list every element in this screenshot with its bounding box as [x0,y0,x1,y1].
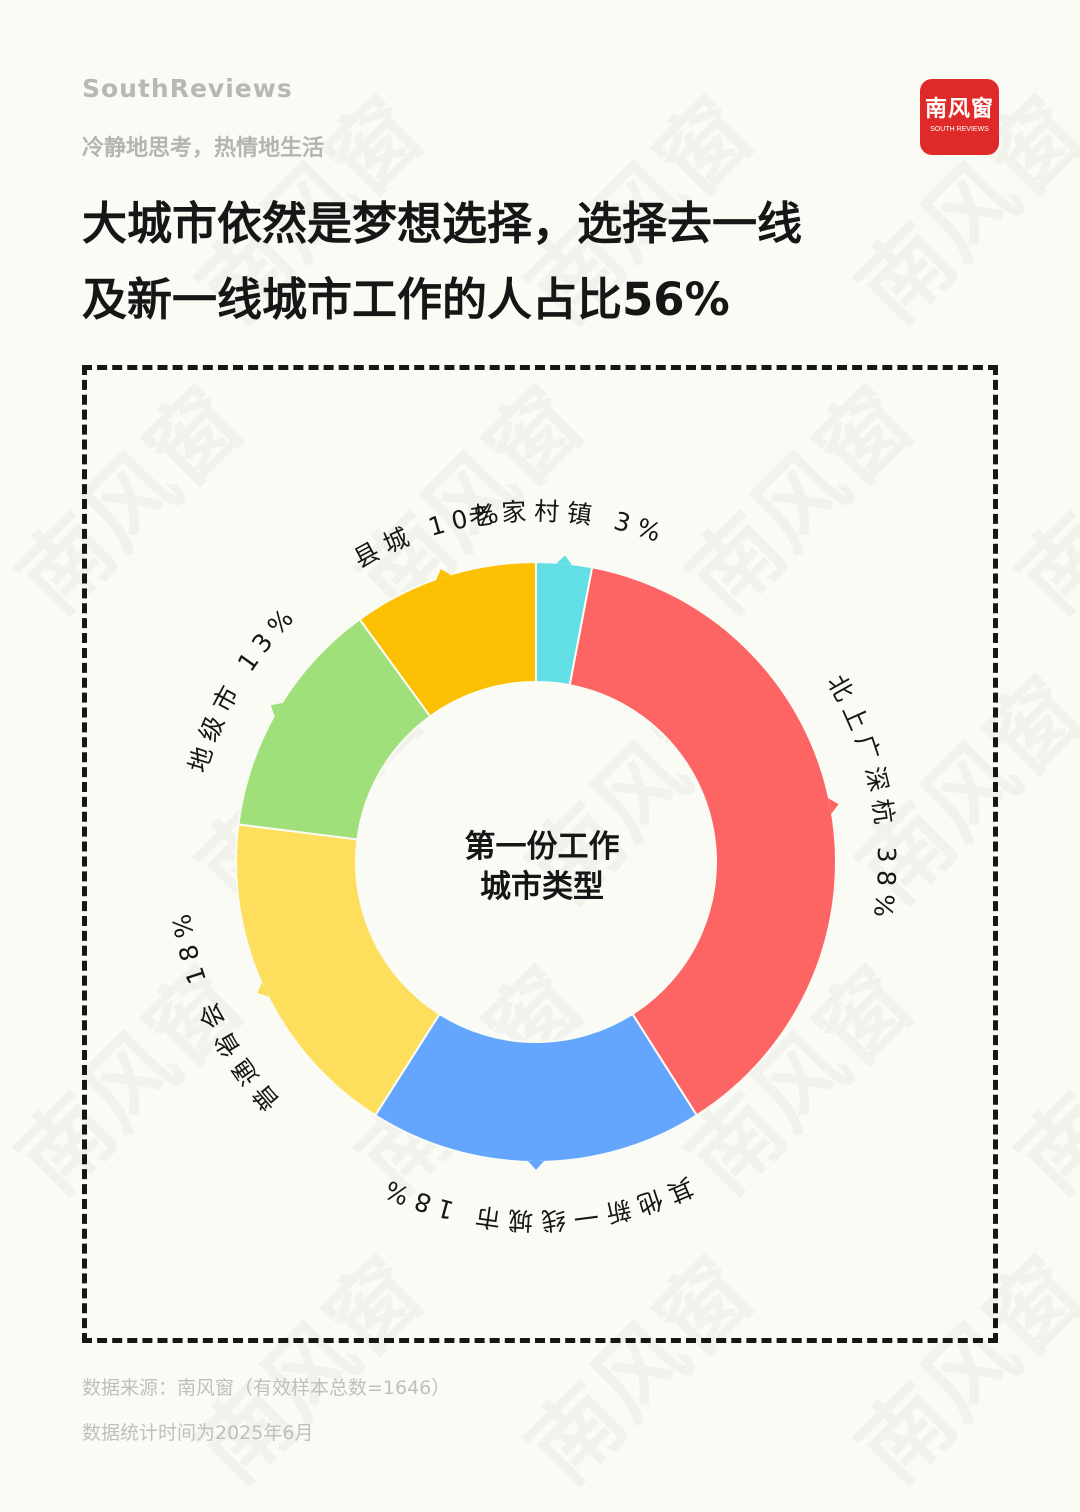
slice-pointer [828,798,839,814]
donut-slice [373,1012,699,1164]
donut-slice [568,566,838,1117]
slice-pointer [435,569,452,581]
center-label-line-2: 城市类型 [480,869,604,905]
headline-line-1: 大城市依然是梦想选择，选择去一线 [82,197,803,250]
donut-slice [235,823,441,1117]
logo-subtext: SOUTH REVIEWS [930,126,989,133]
chart-center-label: 第一份工作 城市类型 [436,827,648,907]
slice-label: 其他新一线城市 18% [374,1172,698,1236]
headline-line-2: 及新一线城市工作的人占比56% [82,273,730,326]
slice-pointer [556,555,573,566]
data-date: 数据统计时间为2025年6月 [82,1422,314,1444]
center-label-line-1: 第一份工作 [464,829,620,865]
data-source: 数据来源：南风窗（有效样本总数=1646） [82,1377,451,1399]
chart-frame [82,365,998,1343]
brand-logo: 南风窗 SOUTH REVIEWS [920,79,999,155]
slice-label: 县城 10% [349,498,508,574]
brand-name: SouthReviews [82,74,293,103]
slice-pointer [528,1161,544,1170]
slice-pointer [257,982,269,997]
headline: 大城市依然是梦想选择，选择去一线 及新一线城市工作的人占比56% [82,186,982,338]
brand-tagline: 冷静地思考，热情地生活 [82,136,325,161]
donut-slice [358,560,537,718]
logo-text: 南风窗 [924,97,994,122]
slice-pointer [270,702,283,717]
